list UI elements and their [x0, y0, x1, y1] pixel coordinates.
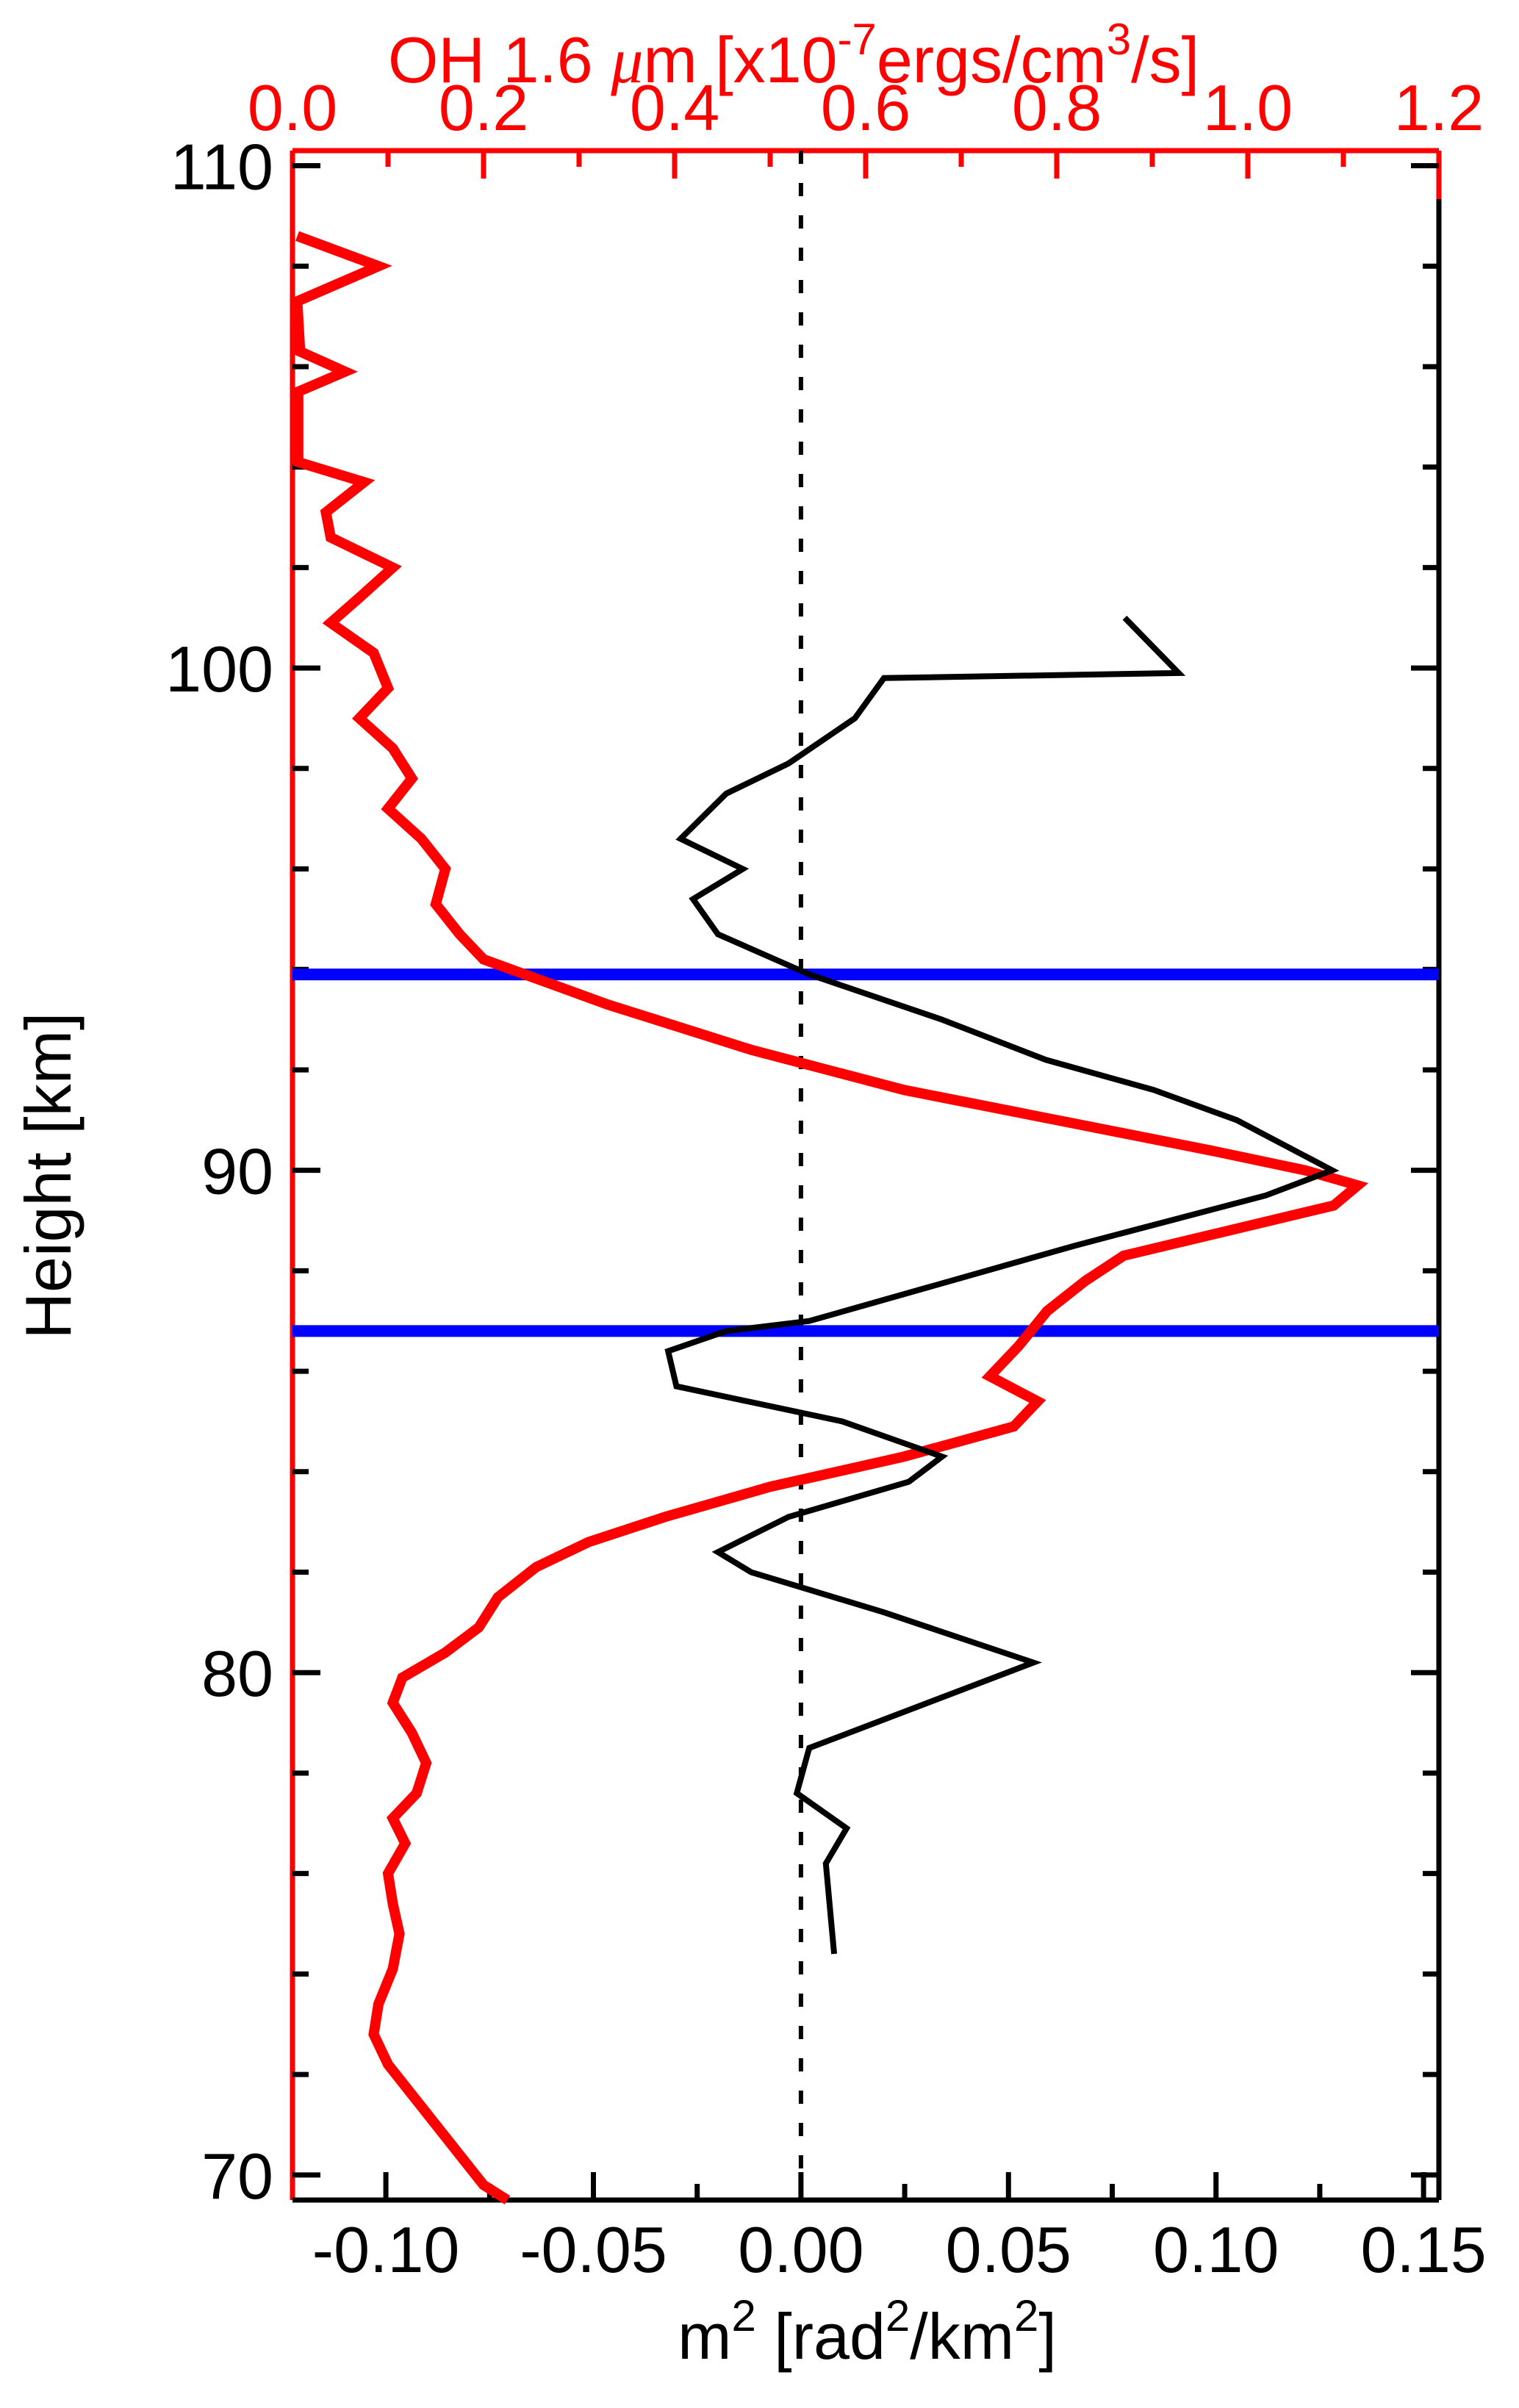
left-tick-label: 90 [201, 1135, 273, 1208]
top-tick-label: 0.4 [630, 71, 719, 144]
top-tick-label: 0.8 [1012, 71, 1102, 144]
left-tick-label: 70 [201, 2140, 273, 2213]
left-axis-tick-labels: 110 100 90 80 70 [165, 131, 273, 2213]
left-tick-label: 110 [170, 131, 273, 204]
top-tick-label: 0.0 [248, 71, 337, 144]
bottom-tick-label: -0.10 [312, 2213, 460, 2286]
bottom-axis-title: m2 [rad2/km2] [678, 2291, 1057, 2373]
top-axis-tick-labels: 0.0 0.2 0.4 0.6 0.8 1.0 1.2 [248, 71, 1484, 144]
annotation-lines [292, 151, 1439, 2200]
bottom-tick-label: 0.05 [946, 2213, 1071, 2286]
top-tick-label: 0.2 [439, 71, 528, 144]
left-axis-title: Height [km] [12, 1012, 85, 1339]
top-tick-label: 0.6 [821, 71, 911, 144]
bottom-tick-label: 0.00 [738, 2213, 863, 2286]
left-tick-label: 100 [165, 633, 273, 705]
bottom-tick-label: 0.15 [1360, 2213, 1486, 2286]
series-line-m2 [664, 615, 1340, 1955]
top-axis-title: OH 1.6 μm [x10-7ergs/cm3/s] [388, 15, 1199, 97]
plot-frame [290, 148, 1442, 2203]
series-line-OH_1.6um [292, 231, 1369, 2204]
bottom-tick-label: 0.10 [1153, 2213, 1279, 2286]
bottom-axis-tick-labels: -0.10 -0.05 0.00 0.05 0.10 0.15 [312, 2213, 1487, 2286]
left-tick-label: 80 [201, 1637, 273, 1710]
bottom-tick-label: -0.05 [520, 2213, 667, 2286]
top-tick-label: 1.0 [1203, 71, 1293, 144]
top-tick-label: 1.2 [1394, 71, 1484, 144]
data-series [292, 231, 1369, 2204]
